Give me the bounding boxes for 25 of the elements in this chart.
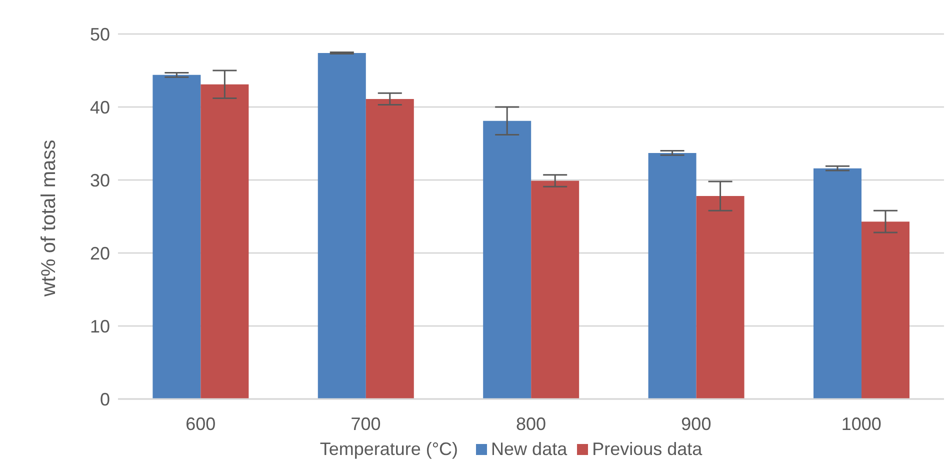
legend-label: Previous data (592, 439, 702, 460)
bar (366, 98, 414, 399)
y-tick-label: 10 (90, 316, 110, 336)
y-tick-label: 20 (90, 243, 110, 264)
x-tick-label: 600 (186, 414, 216, 434)
bar (200, 84, 249, 399)
bar (483, 120, 532, 399)
x-tick-label: 1000 (841, 414, 882, 434)
bar (696, 196, 744, 399)
x-tick-label: 800 (516, 414, 546, 434)
y-tick-label: 40 (90, 97, 110, 118)
x-tick-label: 900 (681, 414, 712, 434)
y-tick-label: 30 (90, 170, 110, 190)
bar (318, 52, 366, 399)
y-tick-label: 50 (90, 24, 110, 44)
bar (648, 152, 696, 399)
bar (813, 168, 862, 399)
y-axis-title: wt% of total mass (38, 140, 60, 298)
bar (152, 74, 201, 399)
x-axis-title: Temperature (°C) (320, 439, 458, 460)
bar (531, 180, 580, 399)
bar (861, 222, 910, 399)
y-tick-label: 0 (100, 389, 110, 410)
legend-label: New data (491, 439, 568, 460)
x-tick-label: 700 (350, 414, 381, 434)
